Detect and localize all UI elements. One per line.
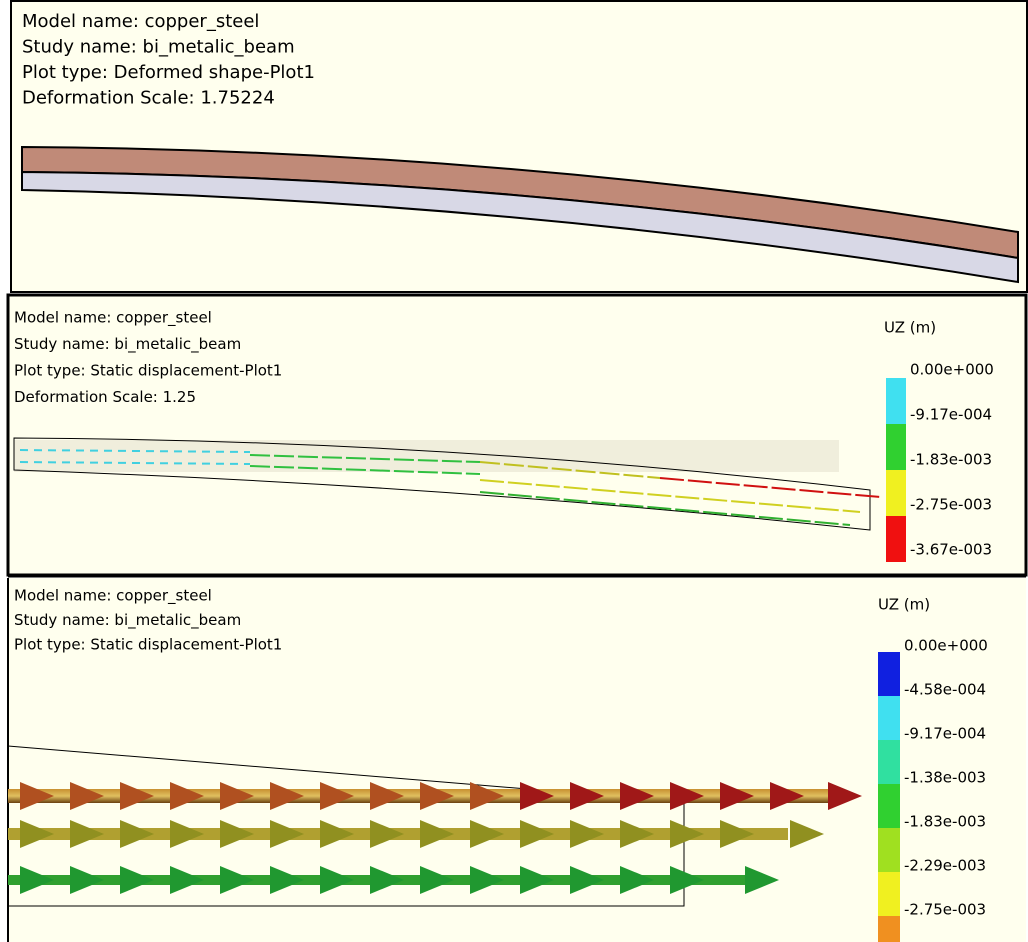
legend-label: 0.00e+000 <box>910 361 994 379</box>
legend-label: -1.38e-003 <box>904 769 986 787</box>
legend-label: 0.00e+000 <box>904 637 988 655</box>
info-line: Deformation Scale: 1.25 <box>14 388 196 406</box>
info-line: Deformation Scale: 1.75224 <box>22 88 275 109</box>
legend-label: -1.83e-003 <box>910 451 992 469</box>
legend-label: -4.58e-004 <box>904 681 986 699</box>
color-bar <box>878 652 900 942</box>
info-line: Study name: bi_metalic_beam <box>22 37 295 58</box>
displacement-arrows <box>8 782 862 894</box>
legend-label: -9.17e-004 <box>910 406 992 424</box>
color-bar <box>886 378 906 562</box>
info-line: Model name: copper_steel <box>14 587 212 606</box>
legend-title: UZ (m) <box>884 319 936 337</box>
undeformed-shape <box>14 440 839 472</box>
legend-label: -9.17e-004 <box>904 725 986 743</box>
info-line: Study name: bi_metalic_beam <box>14 611 241 630</box>
info-line: Model name: copper_steel <box>14 309 212 328</box>
screenshot: Model name: copper_steel Study name: bi_m… <box>0 0 1028 942</box>
info-line: Plot type: Deformed shape-Plot1 <box>22 62 315 83</box>
panel <box>8 578 1026 942</box>
legend-title: UZ (m) <box>878 596 930 614</box>
legend-label: -2.75e-003 <box>910 496 992 514</box>
legend-label: -1.83e-003 <box>904 813 986 831</box>
info-line: Model name: copper_steel <box>22 11 259 32</box>
info-line: Plot type: Static displacement-Plot1 <box>14 636 282 654</box>
legend-label: -2.75e-003 <box>904 901 986 919</box>
legend-label: -3.67e-003 <box>910 541 992 559</box>
info-line: Plot type: Static displacement-Plot1 <box>14 362 282 380</box>
legend-label: -2.29e-003 <box>904 857 986 875</box>
info-line: Study name: bi_metalic_beam <box>14 335 241 354</box>
